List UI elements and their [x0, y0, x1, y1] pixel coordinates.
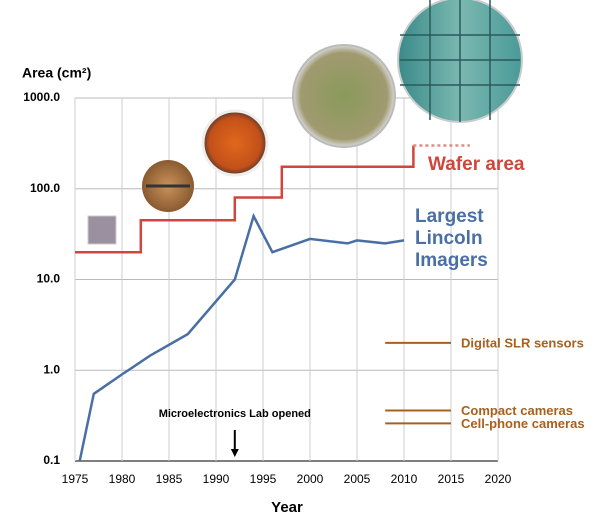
x-tick-label: 2000 [297, 472, 324, 486]
wafer-image [292, 44, 396, 148]
series-line [75, 145, 415, 254]
y-tick-label: 1.0 [43, 362, 60, 376]
y-tick-label: 1000.0 [23, 90, 60, 104]
x-tick-label: 2010 [391, 472, 418, 486]
annotation: Microelectronics Lab opened [159, 408, 311, 420]
reference-label: Digital SLR sensors [461, 335, 584, 350]
y-tick-label: 0.1 [43, 453, 60, 467]
series-line [78, 212, 405, 462]
x-tick-label: 1990 [203, 472, 230, 486]
marks: Digital SLR sensors Compact camerasCell-p… [75, 144, 585, 462]
wafer-image [201, 109, 269, 177]
y-tick-label: 10.0 [37, 272, 61, 286]
wafer-image-detail [400, 0, 520, 122]
series-label: Wafer area [428, 154, 525, 175]
series-label: Largest Lincoln Imagers [415, 206, 488, 271]
x-tick-label: 1975 [62, 472, 89, 486]
x-axis-label: Year [271, 499, 303, 516]
x-tick-label: 2005 [344, 472, 371, 486]
reference-label: Cell-phone cameras [461, 416, 585, 431]
grid: 0.1 1.0 10.0 100.0 1000.0 1975 1980 1985 1990 199… [23, 90, 511, 486]
x-tick-label: 2020 [485, 472, 512, 486]
y-tick-label: 100.0 [30, 181, 60, 195]
x-tick-label: 1985 [156, 472, 183, 486]
y-axis-label: Area (cm²) [22, 65, 91, 81]
annotation-arrowhead [230, 449, 239, 457]
wafer-image [87, 215, 117, 245]
reference-label: Compact cameras [461, 403, 573, 418]
x-tick-label: 1980 [109, 472, 136, 486]
wafer-images [87, 0, 523, 245]
x-tick-label: 1995 [250, 472, 277, 486]
x-tick-label: 2015 [438, 472, 465, 486]
